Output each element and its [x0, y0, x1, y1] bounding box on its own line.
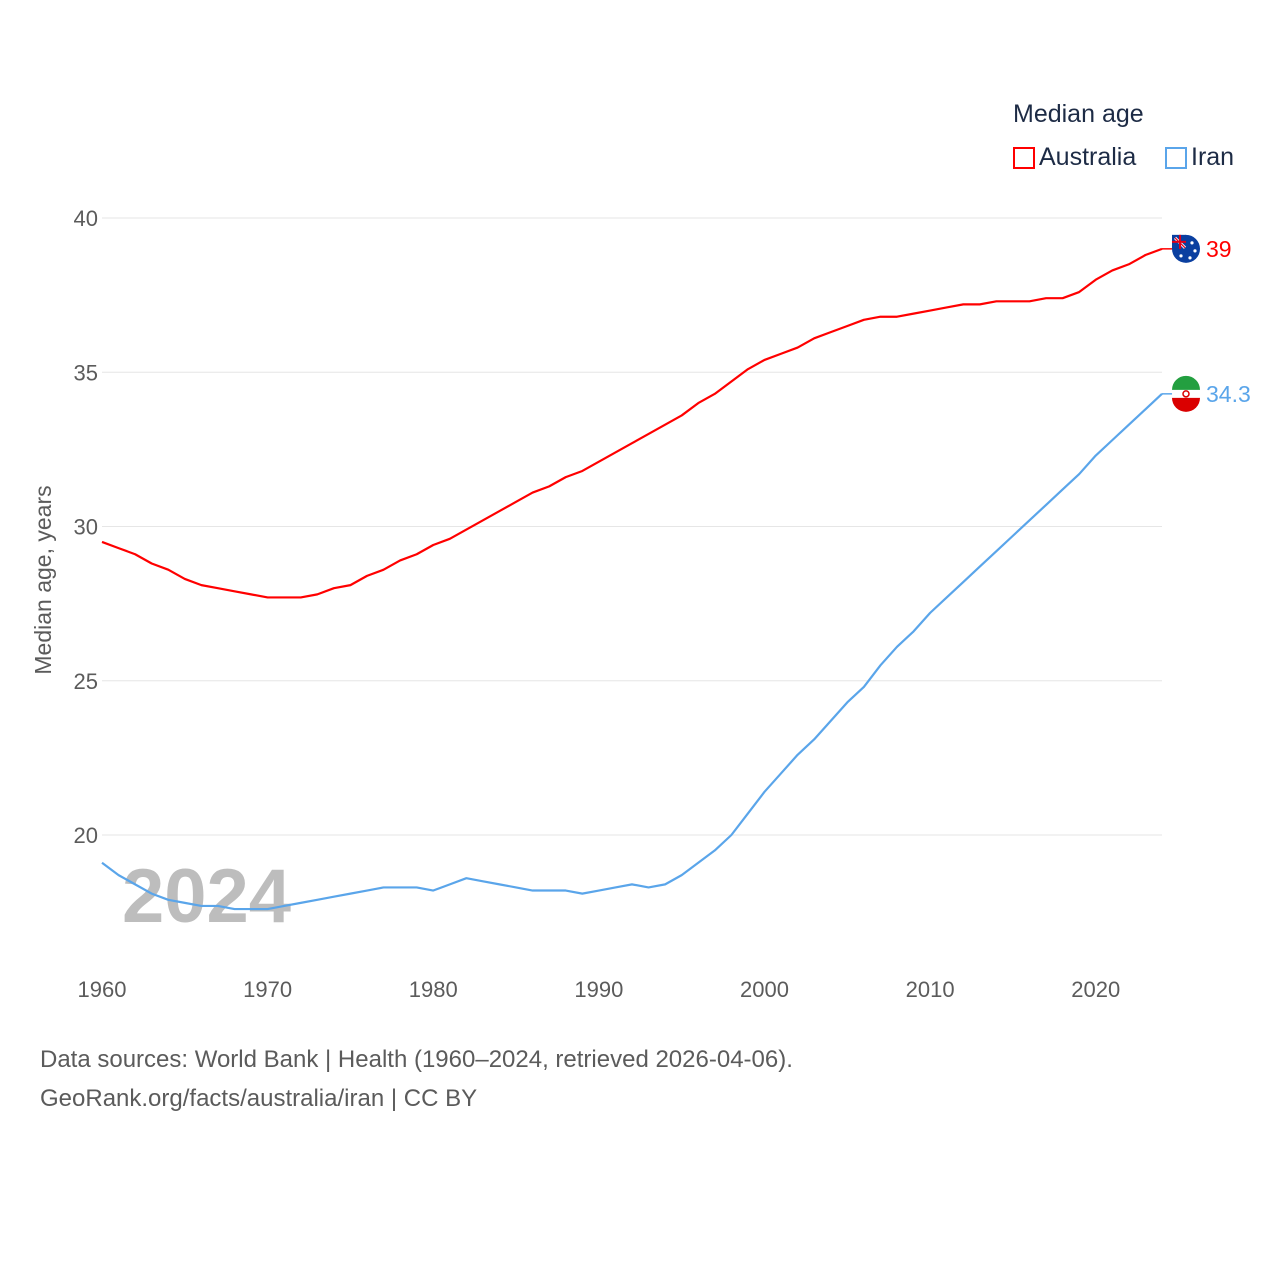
gridlines: [102, 217, 1162, 836]
y-tick-label: 40: [74, 206, 98, 231]
series-line-iran[interactable]: [101, 393, 1163, 911]
legend-swatch: [1013, 146, 1035, 169]
x-tick-label: 2000: [740, 977, 789, 1002]
y-tick-label: 30: [74, 515, 98, 540]
y-tick-label: 20: [74, 823, 98, 848]
footer-link[interactable]: GeoRank.org/facts/australia/iran | CC BY: [40, 1085, 478, 1112]
x-axis-ticks: 1960 1970 1980 1990 2000 2010 2020: [78, 977, 1121, 1002]
x-tick-label: 1960: [78, 977, 127, 1002]
legend-item-iran[interactable]: Iran: [1165, 143, 1234, 172]
legend-swatch: [1165, 146, 1187, 169]
legend-label: Iran: [1191, 143, 1235, 171]
y-tick-label: 35: [74, 360, 98, 385]
x-tick-label: 1970: [243, 977, 292, 1002]
end-value-label: 34.3: [1206, 381, 1251, 407]
end-labels: 39 34.3: [1162, 234, 1251, 412]
end-value-label: 39: [1206, 236, 1232, 262]
footer-source: Data sources: World Bank | Health (1960–…: [40, 1046, 793, 1073]
series-lines: [101, 247, 1163, 911]
legend-title: Median age: [1013, 100, 1144, 128]
x-tick-label: 2020: [1071, 977, 1120, 1002]
legend-label: Australia: [1039, 143, 1137, 171]
y-axis-ticks: 20 25 30 35 40: [74, 206, 98, 848]
australia-flag-icon: [1172, 234, 1200, 263]
year-watermark: 2024: [122, 854, 291, 939]
x-tick-label: 1990: [574, 977, 623, 1002]
iran-flag-icon: [1172, 375, 1200, 412]
y-axis-label: Median age, years: [30, 485, 56, 674]
x-tick-label: 2010: [906, 977, 955, 1002]
y-tick-label: 25: [74, 669, 98, 694]
x-tick-label: 1980: [409, 977, 458, 1002]
legend-item-australia[interactable]: Australia: [1013, 143, 1136, 172]
series-line-australia[interactable]: [101, 247, 1163, 599]
